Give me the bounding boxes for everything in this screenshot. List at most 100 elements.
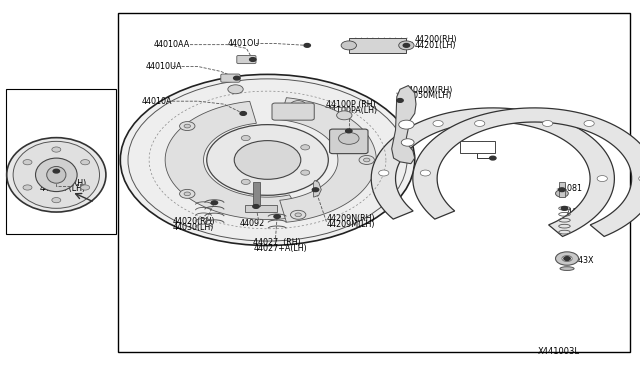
Text: 44000P(RH): 44000P(RH) <box>40 179 87 187</box>
Text: 44200(RH): 44200(RH) <box>415 35 458 44</box>
Ellipse shape <box>13 141 100 208</box>
Circle shape <box>52 198 61 203</box>
Circle shape <box>53 169 60 173</box>
Text: 44010AA: 44010AA <box>154 40 190 49</box>
Circle shape <box>379 170 389 176</box>
Text: 44010UA: 44010UA <box>146 62 182 71</box>
Text: 44027  (RH): 44027 (RH) <box>253 238 301 247</box>
FancyBboxPatch shape <box>330 129 368 154</box>
Circle shape <box>364 158 370 162</box>
Ellipse shape <box>6 138 106 212</box>
Circle shape <box>180 122 195 131</box>
Circle shape <box>339 132 359 144</box>
Polygon shape <box>280 98 376 222</box>
Text: 44443X: 44443X <box>563 256 594 265</box>
Circle shape <box>561 206 568 210</box>
Circle shape <box>295 213 301 217</box>
Circle shape <box>403 44 410 47</box>
Text: 44050M(LH): 44050M(LH) <box>403 92 452 100</box>
Bar <box>6 89 116 234</box>
Text: 44209M(LH): 44209M(LH) <box>326 220 375 229</box>
Circle shape <box>399 120 414 129</box>
Circle shape <box>120 74 415 246</box>
Circle shape <box>346 129 352 133</box>
Circle shape <box>490 156 496 160</box>
Circle shape <box>562 256 572 262</box>
Text: 44020(RH): 44020(RH) <box>173 217 216 226</box>
Circle shape <box>228 85 243 94</box>
Circle shape <box>295 103 301 107</box>
Circle shape <box>234 141 301 179</box>
Circle shape <box>81 160 90 165</box>
Polygon shape <box>413 108 640 237</box>
Text: 44010P(LH): 44010P(LH) <box>40 185 86 193</box>
Text: 44100P (RH): 44100P (RH) <box>326 100 376 109</box>
Circle shape <box>564 257 570 260</box>
Circle shape <box>52 147 61 152</box>
Text: 44081: 44081 <box>558 185 583 193</box>
Circle shape <box>401 139 414 146</box>
Text: 44100PA(LH): 44100PA(LH) <box>326 106 378 115</box>
Bar <box>349 38 406 53</box>
FancyBboxPatch shape <box>237 55 256 64</box>
Circle shape <box>184 124 191 128</box>
Circle shape <box>241 179 250 185</box>
Bar <box>253 182 260 206</box>
Circle shape <box>23 185 32 190</box>
Circle shape <box>420 170 431 176</box>
Circle shape <box>241 135 250 141</box>
Circle shape <box>433 121 444 126</box>
Circle shape <box>274 215 280 218</box>
Circle shape <box>312 188 319 192</box>
Circle shape <box>301 170 310 175</box>
Circle shape <box>397 99 403 102</box>
Circle shape <box>291 101 306 110</box>
Text: 44040M(RH): 44040M(RH) <box>403 86 452 94</box>
Ellipse shape <box>35 158 77 192</box>
Circle shape <box>234 76 240 80</box>
FancyBboxPatch shape <box>221 74 240 82</box>
Text: 4401OU: 4401OU <box>227 39 260 48</box>
Bar <box>460 141 495 153</box>
Bar <box>559 182 565 197</box>
Text: 44060K: 44060K <box>461 141 491 150</box>
Text: 44201(LH): 44201(LH) <box>415 41 456 49</box>
Circle shape <box>559 188 565 192</box>
Circle shape <box>597 176 607 182</box>
FancyBboxPatch shape <box>272 103 314 120</box>
Polygon shape <box>371 108 614 237</box>
Text: 44027+A(LH): 44027+A(LH) <box>253 244 307 253</box>
Circle shape <box>180 189 195 198</box>
Circle shape <box>291 210 306 219</box>
Ellipse shape <box>560 267 574 270</box>
Circle shape <box>584 121 595 126</box>
Circle shape <box>81 185 90 190</box>
Circle shape <box>128 79 407 241</box>
Circle shape <box>337 111 352 120</box>
Ellipse shape <box>47 166 66 183</box>
Circle shape <box>184 192 191 196</box>
Polygon shape <box>165 101 303 219</box>
Circle shape <box>399 41 414 50</box>
Polygon shape <box>392 86 416 164</box>
Circle shape <box>475 121 485 126</box>
Circle shape <box>543 121 553 126</box>
Circle shape <box>211 201 218 205</box>
Text: 44010A: 44010A <box>142 97 173 106</box>
Circle shape <box>250 58 256 61</box>
Circle shape <box>240 112 246 115</box>
Polygon shape <box>314 180 321 197</box>
Bar <box>245 205 277 212</box>
Text: 44092: 44092 <box>239 219 264 228</box>
Circle shape <box>253 205 259 208</box>
Circle shape <box>359 155 374 164</box>
Circle shape <box>207 125 328 195</box>
Text: 44209N(RH): 44209N(RH) <box>326 214 375 223</box>
Text: 44030(LH): 44030(LH) <box>173 223 214 232</box>
Text: X441003L: X441003L <box>538 347 580 356</box>
Circle shape <box>556 252 579 265</box>
Circle shape <box>639 176 640 182</box>
Circle shape <box>301 145 310 150</box>
Circle shape <box>23 160 32 165</box>
Circle shape <box>341 41 356 50</box>
